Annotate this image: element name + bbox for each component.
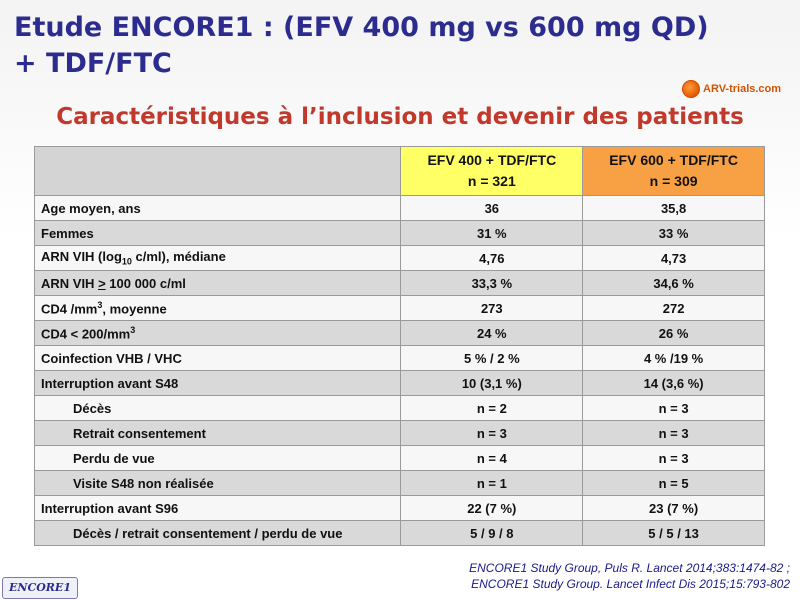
row-label-text: ARN VIH [41,275,99,291]
row-label: Perdu de vue [33,445,402,471]
reference-line2: ENCORE1 Study Group. Lancet Infect Dis 2… [471,577,790,591]
globe-icon [682,80,700,98]
table-row: Décès / retrait consentement / perdu de … [33,520,765,546]
row-label: CD4 < 200/mm3 [33,320,402,346]
row-label: CD4 /mm3, moyenne [33,295,402,321]
slide-title: Etude ENCORE1 : (EFV 400 mg vs 600 mg QD… [14,10,714,82]
slide-title-line2: + TDF/FTC [14,48,172,79]
row-label: Interruption avant S48 [33,370,402,396]
row-value-efv400: 4,76 [400,245,584,271]
row-value-efv400: n = 3 [400,420,584,446]
header-empty-cell [33,146,402,196]
row-value-efv600: n = 3 [582,445,765,471]
header-efv600-n: n = 309 [649,173,698,189]
row-value-efv600: 14 (3,6 %) [582,370,765,396]
row-value-efv400: 36 [400,195,584,221]
table-row: Femmes 31 % 33 % [33,220,765,246]
row-value-efv400: 5 % / 2 % [400,345,584,371]
row-value-efv400: 31 % [400,220,584,246]
table-row: ARN VIH > 100 000 c/ml 33,3 % 34,6 % [33,270,765,296]
table-row: Interruption avant S96 22 (7 %) 23 (7 %) [33,495,765,521]
row-label: Visite S48 non réalisée [33,470,402,496]
row-label: Age moyen, ans [33,195,402,221]
header-efv400-n: n = 321 [467,173,516,189]
row-label-text-end: c/ml), médiane [131,249,226,265]
row-label-subscript: 10 [121,256,132,267]
table-row: ARN VIH (log10 c/ml), médiane 4,76 4,73 [33,245,765,271]
arv-trials-logo: ARV-trials.com [682,78,794,100]
row-label: Coinfection VHB / VHC [33,345,402,371]
row-value-efv600: 34,6 % [582,270,765,296]
row-value-efv600: 4 % /19 % [582,345,765,371]
row-label: Interruption avant S96 [33,495,402,521]
row-label-text-end: , moyenne [102,301,167,317]
row-value-efv600: 33 % [582,220,765,246]
row-value-efv400: 24 % [400,320,584,346]
row-value-efv400: 33,3 % [400,270,584,296]
table-row: Interruption avant S48 10 (3,1 %) 14 (3,… [33,370,765,396]
row-label-text: ARN VIH (log [41,249,122,265]
row-label: Femmes [33,220,402,246]
row-value-efv400: 10 (3,1 %) [400,370,584,396]
header-efv400-arm: EFV 400 + TDF/FTC [427,152,557,168]
row-value-efv600: 4,73 [582,245,765,271]
table-header-row: EFV 400 + TDF/FTC n = 321 EFV 600 + TDF/… [33,146,765,196]
row-value-efv600: 26 % [582,320,765,346]
row-value-efv600: 272 [582,295,765,321]
table-row: Décès n = 2 n = 3 [33,395,765,421]
row-value-efv600: 5 / 5 / 13 [582,520,765,546]
table-row: Visite S48 non réalisée n = 1 n = 5 [33,470,765,496]
row-label: ARN VIH > 100 000 c/ml [33,270,402,296]
row-label: ARN VIH (log10 c/ml), médiane [33,245,402,271]
table-row: Age moyen, ans 36 35,8 [33,195,765,221]
row-value-efv400: n = 2 [400,395,584,421]
row-value-efv600: n = 3 [582,420,765,446]
row-value-efv600: n = 3 [582,395,765,421]
header-efv600: EFV 600 + TDF/FTC n = 309 [582,146,765,196]
row-label-text: CD4 /mm [41,301,98,317]
logo-text: ARV-trials.com [703,83,782,95]
row-label: Décès / retrait consentement / perdu de … [33,520,402,546]
row-value-efv400: 273 [400,295,584,321]
row-label-superscript: 3 [130,324,136,335]
row-label: Retrait consentement [33,420,402,446]
header-efv400: EFV 400 + TDF/FTC n = 321 [400,146,584,196]
slide-subtitle: Caractéristiques à l’inclusion et deveni… [56,104,744,130]
row-label-text-end: 100 000 c/ml [105,275,186,291]
slide-title-line1: Etude ENCORE1 : (EFV 400 mg vs 600 mg QD… [14,12,709,43]
row-label-text: CD4 < 200/mm [41,326,131,342]
row-value-efv400: n = 1 [400,470,584,496]
row-value-efv400: 22 (7 %) [400,495,584,521]
row-label: Décès [33,395,402,421]
baseline-characteristics-table: EFV 400 + TDF/FTC n = 321 EFV 600 + TDF/… [33,146,765,546]
row-label-superscript: 3 [97,299,103,310]
study-tag: ENCORE1 [2,577,78,599]
table-row: Coinfection VHB / VHC 5 % / 2 % 4 % /19 … [33,345,765,371]
table-row: Perdu de vue n = 4 n = 3 [33,445,765,471]
table-row: Retrait consentement n = 3 n = 3 [33,420,765,446]
row-value-efv400: 5 / 9 / 8 [400,520,584,546]
table-row: CD4 /mm3, moyenne 273 272 [33,295,765,321]
row-value-efv600: 35,8 [582,195,765,221]
reference-line1: ENCORE1 Study Group, Puls R. Lancet 2014… [469,561,790,575]
header-efv600-arm: EFV 600 + TDF/FTC [609,152,738,168]
row-value-efv600: 23 (7 %) [582,495,765,521]
row-value-efv400: n = 4 [400,445,584,471]
row-label-ge-sign: > [98,275,106,291]
row-value-efv600: n = 5 [582,470,765,496]
table-row: CD4 < 200/mm3 24 % 26 % [33,320,765,346]
reference-citation: ENCORE1 Study Group, Puls R. Lancet 2014… [469,560,790,592]
